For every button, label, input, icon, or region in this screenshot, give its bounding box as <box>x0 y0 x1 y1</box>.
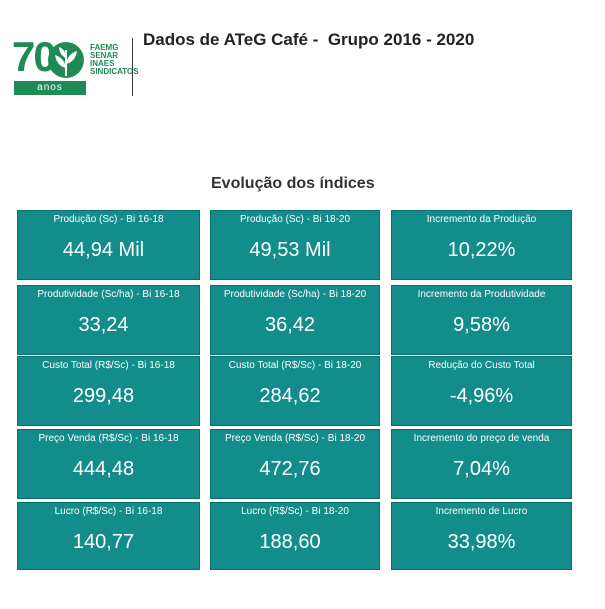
kpi-label: Produtividade (Sc/ha) - Bi 16-18 <box>37 289 180 300</box>
kpi-label: Produção (Sc) - Bi 18-20 <box>239 214 351 225</box>
logo-org-line: FAEMG <box>90 43 119 52</box>
kpi-value: 7,04% <box>453 458 510 480</box>
logo-org-names: FAEMG SENAR INAES SINDICATOS <box>90 44 139 76</box>
kpi-label: Incremento da Produtividade <box>417 289 546 300</box>
kpi-card-preco-venda-18-20: Preço Venda (R$/Sc) - Bi 18-20 472,76 <box>210 429 380 499</box>
kpi-card-produtividade-18-20: Produtividade (Sc/ha) - Bi 18-20 36,42 <box>210 285 380 355</box>
kpi-value: 444,48 <box>72 458 135 480</box>
logo-org-line: INAES <box>90 59 115 68</box>
kpi-value: 44,94 Mil <box>62 239 145 261</box>
logo-faemg-70-anos: 70 FAEMG SENAR INAES SINDICATOS anos <box>8 36 139 100</box>
kpi-value: 188,60 <box>259 531 321 553</box>
kpi-label: Incremento de Lucro <box>435 506 528 517</box>
kpi-card-producao-16-18: Produção (Sc) - Bi 16-18 44,94 Mil <box>17 210 200 280</box>
kpi-value: 33,98% <box>447 531 516 553</box>
kpi-card-custo-total-18-20: Custo Total (R$/Sc) - Bi 18-20 284,62 <box>210 356 380 426</box>
kpi-label: Incremento do preço de venda <box>413 433 550 444</box>
kpi-card-produtividade-16-18: Produtividade (Sc/ha) - Bi 16-18 33,24 <box>17 285 200 355</box>
kpi-label: Custo Total (R$/Sc) - Bi 18-20 <box>228 360 362 371</box>
kpi-value: 9,58% <box>453 314 510 336</box>
kpi-value: -4,96% <box>449 385 514 407</box>
kpi-card-lucro-18-20: Lucro (R$/Sc) - Bi 18-20 188,60 <box>210 502 380 570</box>
kpi-label: Redução do Custo Total <box>428 360 535 371</box>
kpi-label: Lucro (R$/Sc) - Bi 16-18 <box>54 506 163 517</box>
page-title: Dados de ATeG Café - Grupo 2016 - 2020 <box>143 30 475 49</box>
kpi-card-custo-total-16-18: Custo Total (R$/Sc) - Bi 16-18 299,48 <box>17 356 200 426</box>
kpi-card-preco-venda-16-18: Preço Venda (R$/Sc) - Bi 16-18 444,48 <box>17 429 200 499</box>
kpi-label: Lucro (R$/Sc) - Bi 18-20 <box>241 506 349 517</box>
logo-org-line: SINDICATOS <box>90 67 139 76</box>
kpi-label: Preço Venda (R$/Sc) - Bi 18-20 <box>224 433 366 444</box>
kpi-card-producao-18-20: Produção (Sc) - Bi 18-20 49,53 Mil <box>210 210 380 280</box>
kpi-card-incremento-producao: Incremento da Produção 10,22% <box>391 210 572 280</box>
section-title: Evolução dos índices <box>211 175 375 192</box>
kpi-value: 472,76 <box>259 458 321 480</box>
header: 70 FAEMG SENAR INAES SINDICATOS anos Dad… <box>0 0 605 110</box>
kpi-value: 10,22% <box>447 239 516 261</box>
kpi-value: 299,48 <box>72 385 135 407</box>
kpi-value: 36,42 <box>264 314 316 336</box>
kpi-card-lucro-16-18: Lucro (R$/Sc) - Bi 16-18 140,77 <box>17 502 200 570</box>
kpi-value: 49,53 Mil <box>249 239 331 261</box>
kpi-card-incremento-preco-venda: Incremento do preço de venda 7,04% <box>391 429 572 499</box>
kpi-label: Preço Venda (R$/Sc) - Bi 16-18 <box>38 433 179 444</box>
kpi-card-reducao-custo-total: Redução do Custo Total -4,96% <box>391 356 572 426</box>
logo-org-line: SENAR <box>90 51 119 60</box>
kpi-card-incremento-lucro: Incremento de Lucro 33,98% <box>391 502 572 570</box>
kpi-label: Produtividade (Sc/ha) - Bi 18-20 <box>223 289 367 300</box>
logo-anos-band: anos <box>14 81 86 95</box>
kpi-value: 284,62 <box>259 385 321 407</box>
kpi-label: Incremento da Produção <box>426 214 537 225</box>
kpi-label: Produção (Sc) - Bi 16-18 <box>53 214 164 225</box>
wheat-leaf-icon <box>48 42 84 78</box>
header-divider <box>132 38 133 96</box>
kpi-label: Custo Total (R$/Sc) - Bi 16-18 <box>42 360 175 371</box>
kpi-value: 140,77 <box>72 531 135 553</box>
kpi-value: 33,24 <box>78 314 129 336</box>
kpi-card-incremento-produtividade: Incremento da Produtividade 9,58% <box>391 285 572 355</box>
